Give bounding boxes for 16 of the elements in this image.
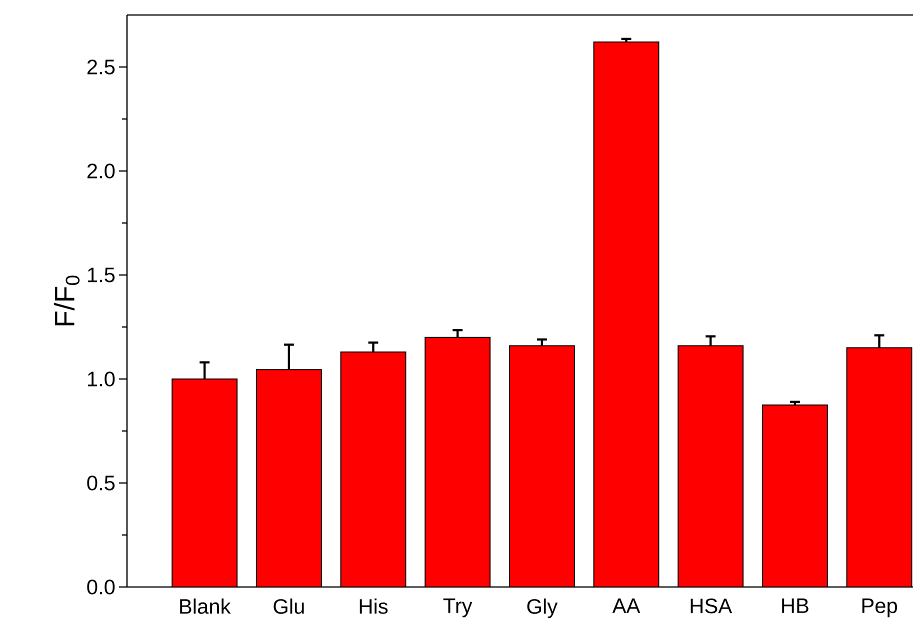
y-tick-label: 0.0 [87, 580, 115, 594]
x-tick-label: His [360, 598, 388, 614]
y-tick-label: 1.5 [88, 268, 115, 282]
y-axis-title: F/F$_{0}$ [54, 276, 80, 326]
x-tick-label: Gly [527, 598, 558, 618]
x-tick-label: Blank [180, 598, 231, 614]
x-tick-label: AA [612, 598, 640, 613]
y-tick-label: 2.0 [87, 164, 115, 178]
x-tick-label: Try [443, 598, 472, 618]
x-tick-label: Glu [274, 598, 304, 614]
y-tick-label: 1.0 [88, 372, 115, 386]
y-tick-label: 2.5 [87, 60, 115, 74]
y-tick-label: 0.5 [87, 476, 115, 490]
x-tick-label: Pep [862, 598, 897, 618]
x-tick-label: HSA [690, 598, 732, 614]
x-tick-label: HB [782, 598, 808, 613]
